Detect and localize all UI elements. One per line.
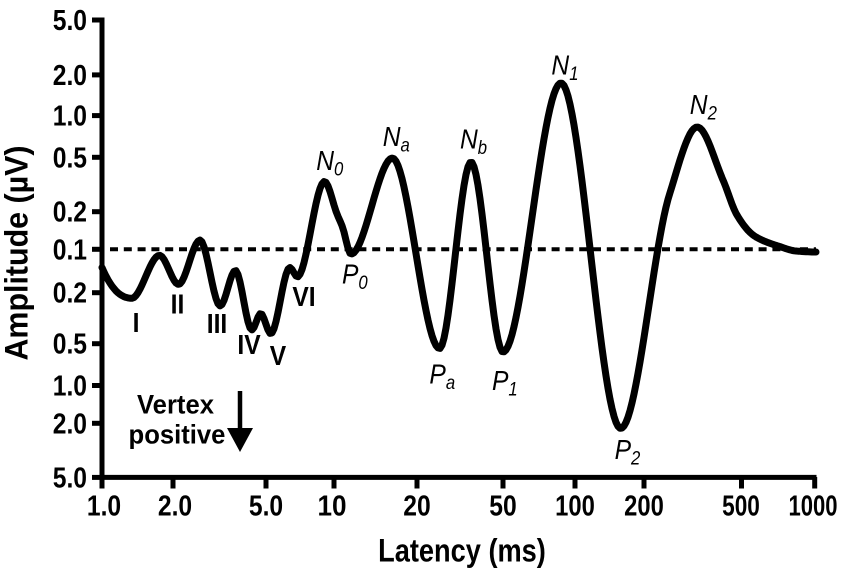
svg-text:Vertex: Vertex [137, 389, 214, 420]
svg-text:0.5: 0.5 [53, 141, 87, 173]
svg-text:50: 50 [489, 490, 516, 522]
svg-text:5.0: 5.0 [249, 490, 283, 522]
svg-text:500: 500 [722, 489, 760, 522]
svg-text:II: II [171, 288, 185, 320]
svg-text:2.0: 2.0 [53, 59, 87, 91]
svg-text:VI: VI [292, 281, 315, 313]
svg-text:V: V [270, 340, 287, 372]
svg-text:100: 100 [555, 489, 595, 522]
svg-text:0.2: 0.2 [53, 196, 87, 228]
svg-text:1.0: 1.0 [53, 370, 87, 402]
svg-text:positive: positive [129, 419, 226, 450]
svg-text:10: 10 [317, 489, 346, 522]
svg-text:0.1: 0.1 [53, 233, 87, 265]
svg-text:0.2: 0.2 [53, 277, 87, 309]
svg-text:I: I [133, 307, 140, 339]
svg-text:2.0: 2.0 [53, 407, 87, 439]
svg-text:1.0: 1.0 [87, 490, 121, 522]
svg-text:IV: IV [237, 329, 261, 361]
svg-text:200: 200 [624, 489, 664, 522]
svg-text:III: III [207, 308, 228, 340]
svg-text:2.0: 2.0 [158, 490, 192, 522]
svg-text:5.0: 5.0 [53, 462, 87, 494]
svg-text:0.5: 0.5 [53, 328, 87, 360]
svg-text:20: 20 [403, 490, 430, 522]
svg-text:N1: N1 [551, 49, 578, 84]
svg-text:1000: 1000 [788, 491, 837, 523]
svg-text:1.0: 1.0 [53, 100, 87, 132]
svg-text:Amplitude (µV): Amplitude (µV) [0, 145, 35, 360]
svg-text:5.0: 5.0 [53, 4, 87, 36]
svg-text:Latency (ms): Latency (ms) [378, 533, 546, 569]
